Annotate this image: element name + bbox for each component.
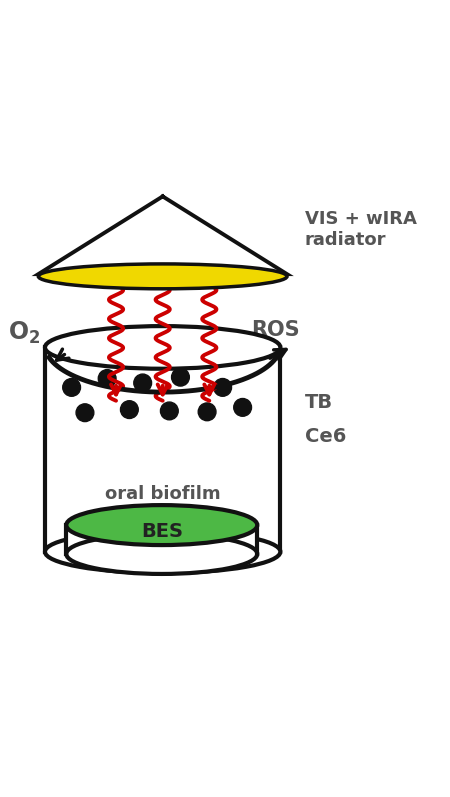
Text: $\mathregular{O_2}$: $\mathregular{O_2}$: [8, 320, 40, 346]
Text: ROS: ROS: [252, 320, 300, 340]
Circle shape: [134, 374, 152, 392]
Circle shape: [234, 398, 252, 416]
Circle shape: [121, 401, 138, 418]
Text: BES: BES: [141, 522, 183, 541]
Text: VIS + wIRA
radiator: VIS + wIRA radiator: [305, 210, 417, 249]
Text: oral biofilm: oral biofilm: [105, 485, 220, 503]
Text: Ce6: Ce6: [305, 426, 346, 446]
Ellipse shape: [45, 531, 280, 573]
Circle shape: [63, 379, 81, 396]
Ellipse shape: [66, 534, 257, 574]
Bar: [66, 525, 257, 554]
Text: TB: TB: [305, 394, 333, 412]
Circle shape: [161, 402, 178, 420]
Polygon shape: [38, 196, 287, 274]
Circle shape: [214, 379, 232, 396]
Circle shape: [171, 368, 189, 386]
Circle shape: [76, 404, 94, 422]
Ellipse shape: [38, 264, 287, 289]
Bar: [45, 347, 280, 552]
Circle shape: [198, 403, 216, 421]
Ellipse shape: [45, 326, 280, 369]
Circle shape: [98, 370, 116, 387]
Ellipse shape: [66, 505, 257, 545]
